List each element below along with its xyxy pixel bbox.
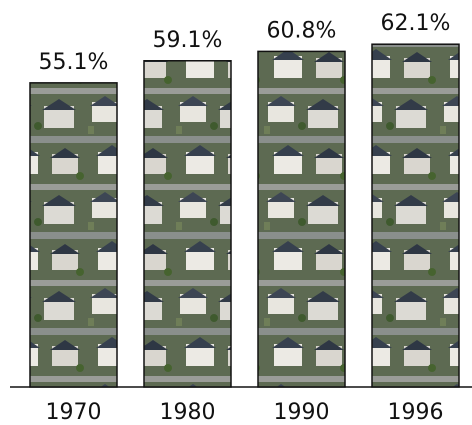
x-tick-label: 1980: [160, 400, 216, 421]
x-tick-label: 1996: [388, 400, 444, 421]
value-label: 60.8%: [267, 18, 337, 43]
x-tick-label: 1990: [274, 400, 330, 421]
bar: [143, 60, 232, 388]
x-tick-label: 1970: [46, 400, 102, 421]
bar: [29, 82, 118, 388]
bar: [257, 50, 346, 388]
value-label: 55.1%: [39, 50, 109, 75]
value-label: 62.1%: [381, 11, 451, 36]
value-label: 59.1%: [153, 28, 223, 53]
bar: [371, 43, 460, 388]
